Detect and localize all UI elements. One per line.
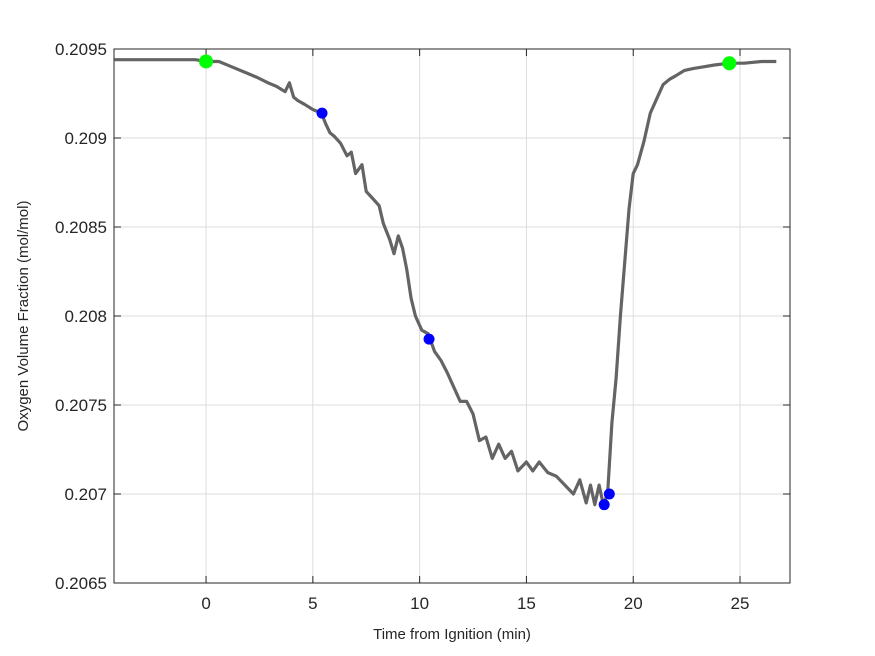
green-marker [722, 56, 737, 71]
x-tick-label: 15 [517, 594, 536, 613]
x-axis-label: Time from Ignition (min) [373, 626, 531, 643]
blue-marker [598, 499, 610, 511]
y-tick-label: 0.208 [64, 307, 107, 326]
highlight-markers [199, 54, 737, 511]
x-tick-label: 5 [308, 594, 317, 613]
x-tick-label: 25 [731, 594, 750, 613]
y-tick-labels: 0.2065 0.207 0.2075 0.208 0.2085 0.209 0.2095 [55, 40, 107, 593]
x-tick-label: 0 [201, 594, 210, 613]
x-tick-label: 10 [410, 594, 429, 613]
y-tick-label: 0.2075 [55, 396, 107, 415]
x-tick-labels: 0 5 10 15 20 25 [201, 594, 749, 613]
x-tick-label: 20 [624, 594, 643, 613]
green-marker [199, 54, 214, 69]
oxygen-data-series [114, 58, 777, 507]
y-axis-label: Oxygen Volume Fraction (mol/mol) [15, 201, 32, 432]
blue-marker [603, 488, 615, 500]
grid-lines [114, 48, 790, 584]
blue-marker [316, 107, 328, 119]
y-tick-label: 0.2095 [55, 40, 107, 59]
axis-ticks [114, 48, 790, 584]
y-tick-label: 0.209 [64, 129, 107, 148]
blue-marker [423, 333, 435, 345]
y-tick-label: 0.2085 [55, 218, 107, 237]
y-tick-label: 0.207 [64, 485, 107, 504]
y-tick-label: 0.2065 [55, 574, 107, 593]
